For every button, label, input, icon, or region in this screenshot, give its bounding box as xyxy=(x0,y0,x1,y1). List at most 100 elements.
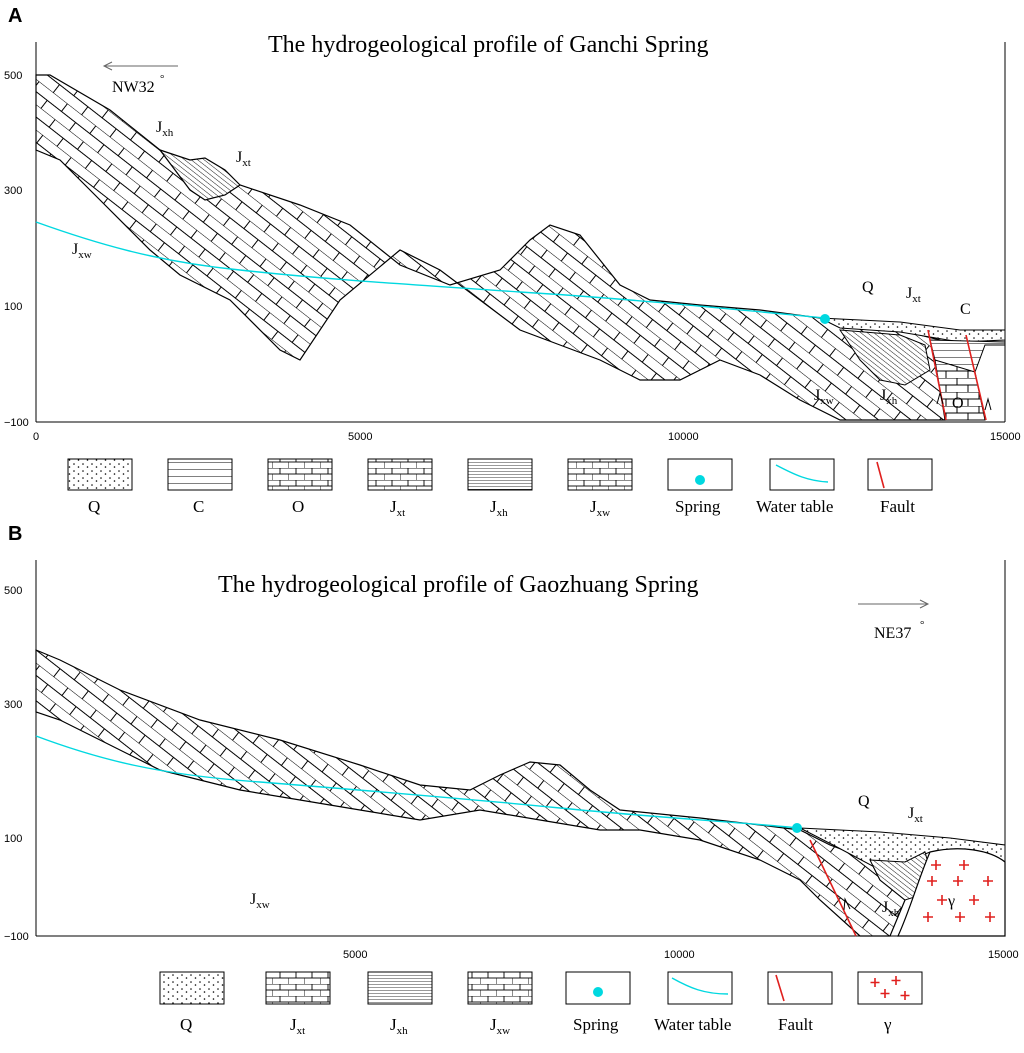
legend-a-spring-swatch xyxy=(667,458,733,491)
legend-b-spring-label: Spring xyxy=(573,1015,619,1034)
panel-a-label-jxw-left: Jxw xyxy=(72,241,92,261)
panel-a-x-tick-10000: 10000 xyxy=(668,431,699,443)
panel-b-x-tick-15000: 15000 xyxy=(988,949,1019,961)
panel-b-label-gamma: γ xyxy=(947,893,955,910)
legend-b-jxt-label: Jxt xyxy=(290,1015,305,1037)
panel-a-title: The hydrogeological profile of Ganchi Sp… xyxy=(268,32,709,58)
legend-a-jxt-label: Jxt xyxy=(390,497,405,519)
legend-a-o-swatch xyxy=(267,458,333,491)
panel-b-granite-body xyxy=(897,848,1006,937)
panel-b-y-tick-100: 100 xyxy=(4,833,22,845)
panel-b-fault xyxy=(809,839,857,937)
legend-a-jxt-swatch xyxy=(367,458,433,491)
legend-a-jxh-label: Jxh xyxy=(490,497,508,519)
legend-b-q-label: Q xyxy=(180,1015,192,1034)
panel-b-fault-arrow xyxy=(843,897,851,911)
legend-a-o-label: O xyxy=(292,497,304,516)
panel-a: A 500 300 100 −100 0 5000 10000 15000 Th… xyxy=(4,5,1021,519)
legend-b-fault-icon xyxy=(775,974,785,1002)
legend-b-water-swatch xyxy=(667,971,733,1005)
panel-a-spring xyxy=(820,314,830,324)
legend-a-jxw-label: Jxw xyxy=(590,497,610,519)
panel-a-label-q: Q xyxy=(862,279,874,296)
panel-a-label-c: C xyxy=(960,301,971,318)
panel-a-y-tick-neg100: −100 xyxy=(4,417,29,429)
legend-a-c-swatch xyxy=(167,458,233,491)
legend-b-fault-label: Fault xyxy=(778,1015,813,1034)
panel-a-x-axis: 0 5000 10000 15000 xyxy=(33,431,1021,443)
legend-b-jxh-swatch xyxy=(367,971,433,1005)
legend-a-water-icon xyxy=(775,464,829,483)
panel-b-label-jxt: Jxt xyxy=(908,805,923,825)
panel-a-label-jxt-right: Jxt xyxy=(906,285,921,305)
panel-a-y-tick-300: 300 xyxy=(4,185,22,197)
panel-b: B 500 300 100 −100 5000 10000 15000 The … xyxy=(4,523,1019,1037)
panel-b-x-axis: 5000 10000 15000 xyxy=(343,949,1019,961)
panel-a-water-table xyxy=(35,221,826,319)
panel-a-legend: Q C O Jxt Jxh Jxw Spring Water table Fau… xyxy=(67,458,933,519)
panel-a-label-o: O xyxy=(952,395,964,412)
panel-b-spring xyxy=(792,823,802,833)
legend-a-c-label: C xyxy=(193,497,204,516)
panel-b-direction-label: NE37 xyxy=(874,625,911,642)
panel-a-jxh-fold xyxy=(158,148,241,201)
legend-a-fault-label: Fault xyxy=(880,497,915,516)
panel-a-y-axis: 500 300 100 −100 xyxy=(4,70,29,429)
panel-b-y-tick-300: 300 xyxy=(4,699,22,711)
panel-b-title: The hydrogeological profile of Gaozhuang… xyxy=(218,572,699,598)
legend-b-jxw-label: Jxw xyxy=(490,1015,510,1037)
legend-b-jxt-swatch xyxy=(265,971,331,1005)
panel-a-jxh-right xyxy=(839,329,931,386)
legend-a-fault-swatch xyxy=(867,458,933,491)
panel-b-water-table xyxy=(35,735,799,829)
legend-b-jxw-swatch xyxy=(467,971,533,1005)
panel-a-y-tick-100: 100 xyxy=(4,301,22,313)
legend-b-gamma-swatch xyxy=(857,971,923,1005)
panel-b-label-jxh: Jxh xyxy=(882,899,900,919)
panel-b-direction-degree: ° xyxy=(920,619,924,631)
panel-a-x-tick-0: 0 xyxy=(33,431,39,443)
panel-a-direction-label: NW32 xyxy=(112,79,155,96)
legend-a-fault-icon xyxy=(876,461,885,489)
panel-a-label-jxt-top: Jxt xyxy=(236,149,251,169)
legend-b-water-icon xyxy=(671,977,729,995)
panel-b-direction-arrow: NE37 ° xyxy=(858,599,930,642)
panel-b-y-axis: 500 300 100 −100 xyxy=(4,585,29,943)
legend-a-water-swatch xyxy=(769,458,835,491)
panel-b-y-tick-500: 500 xyxy=(4,585,22,597)
panel-a-q-cover xyxy=(819,317,1006,343)
panel-a-direction-degree: ° xyxy=(160,73,164,85)
panel-b-legend: Q Jxt Jxh Jxw Spring Water table Fault γ xyxy=(159,971,923,1037)
panel-a-label-jxh-top: Jxh xyxy=(156,119,174,139)
legend-b-q-swatch xyxy=(159,971,225,1005)
panel-a-letter: A xyxy=(8,5,22,27)
legend-b-gamma-label: γ xyxy=(883,1015,892,1034)
legend-a-jxw-swatch xyxy=(567,458,633,491)
panel-a-y-tick-500: 500 xyxy=(4,70,22,82)
legend-a-jxh-swatch xyxy=(467,458,533,491)
legend-b-gamma-crosses xyxy=(870,976,910,1000)
legend-b-spring-icon xyxy=(593,987,603,997)
panel-a-fault-1 xyxy=(927,329,947,421)
panel-a-fault-2 xyxy=(965,334,987,421)
panel-a-direction-arrow: NW32 ° xyxy=(102,61,178,96)
panel-b-x-tick-10000: 10000 xyxy=(664,949,695,961)
legend-a-q-label: Q xyxy=(88,497,100,516)
panel-b-label-jxw: Jxw xyxy=(250,891,270,911)
panel-a-label-jxh-bottom: Jxh xyxy=(880,387,898,407)
panel-a-fault-arrow-1 xyxy=(936,391,944,405)
legend-a-q-swatch xyxy=(67,458,133,491)
panel-a-x-tick-15000: 15000 xyxy=(990,431,1021,443)
panel-a-jxw-body xyxy=(35,74,946,421)
legend-b-jxh-label: Jxh xyxy=(390,1015,408,1037)
panel-b-y-tick-neg100: −100 xyxy=(4,931,29,943)
legend-a-spring-label: Spring xyxy=(675,497,721,516)
panel-a-fault-arrow-2 xyxy=(984,397,992,411)
legend-a-spring-icon xyxy=(695,475,705,485)
panel-a-label-jxw-bottom: Jxw xyxy=(814,387,834,407)
legend-b-water-label: Water table xyxy=(654,1015,731,1034)
panel-b-label-q: Q xyxy=(858,793,870,810)
legend-b-fault-swatch xyxy=(767,971,833,1005)
panel-b-granite-crosses xyxy=(923,860,995,922)
